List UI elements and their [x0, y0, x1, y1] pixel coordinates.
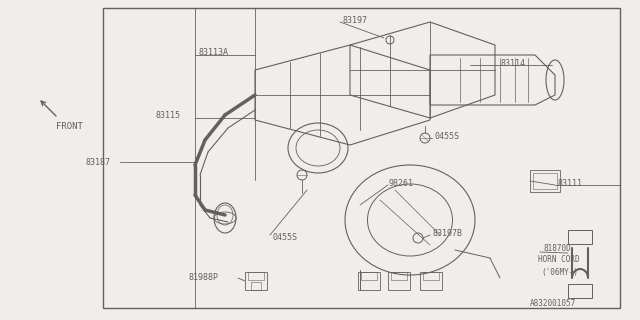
Text: 0455S: 0455S: [272, 233, 297, 242]
Text: 83197: 83197: [342, 15, 367, 25]
Bar: [248, 272, 264, 280]
Text: 83113A: 83113A: [198, 47, 228, 57]
Bar: [361, 272, 377, 280]
Text: HORN CORD: HORN CORD: [538, 255, 580, 265]
Bar: [388, 272, 410, 290]
Bar: [423, 272, 439, 280]
Bar: [358, 272, 380, 290]
Bar: [391, 272, 407, 280]
Text: FRONT: FRONT: [56, 122, 83, 131]
Text: 83187: 83187: [85, 157, 110, 166]
Bar: [533, 173, 557, 189]
Text: 98261: 98261: [388, 179, 413, 188]
Text: 81988P: 81988P: [188, 274, 218, 283]
Text: A832001057: A832001057: [530, 299, 576, 308]
Bar: [245, 272, 267, 290]
Bar: [251, 282, 261, 290]
Text: 83197B: 83197B: [432, 228, 462, 237]
Bar: [103, 8, 620, 308]
Bar: [568, 230, 592, 244]
Text: 81870D: 81870D: [543, 244, 571, 252]
Text: 83115: 83115: [155, 110, 180, 119]
Bar: [530, 170, 560, 192]
Text: 83111: 83111: [558, 179, 583, 188]
Bar: [568, 284, 592, 298]
Text: 83114: 83114: [500, 59, 525, 68]
Text: ('06MY-): ('06MY-): [541, 268, 578, 276]
Text: 0455S: 0455S: [434, 132, 459, 140]
Bar: [420, 272, 442, 290]
